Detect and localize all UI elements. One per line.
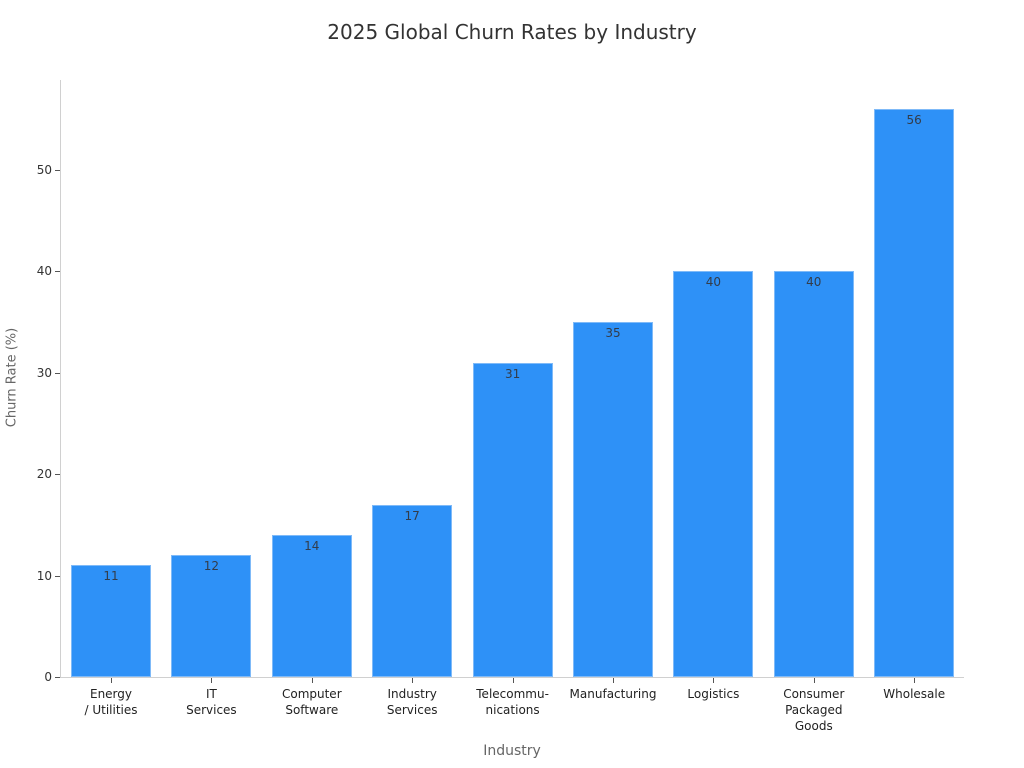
- bar-value-label: 11: [103, 569, 119, 584]
- bar: 14: [271, 535, 352, 677]
- x-tick-mark: [713, 678, 715, 683]
- bar-value-label: 40: [806, 275, 822, 290]
- x-tick-mark: [914, 678, 916, 683]
- y-tick-label: 50: [36, 163, 52, 177]
- x-tick-label: Industry Services: [386, 687, 438, 717]
- y-tick-mark: [55, 575, 60, 577]
- y-tick: 50: [0, 163, 62, 184]
- y-axis-line: [60, 80, 61, 677]
- bar: 56: [874, 109, 955, 677]
- y-tick-mark: [55, 170, 60, 171]
- y-tick: 20: [0, 467, 62, 488]
- x-tick-label: Telecommu- nications: [476, 687, 549, 717]
- y-tick-mark: [55, 474, 60, 476]
- x-tick-label: Logistics: [687, 687, 740, 701]
- y-axis-label: Churn Rate (%): [4, 327, 20, 428]
- x-tick-label: Consumer Packaged Goods: [783, 687, 845, 733]
- bar: 17: [372, 504, 453, 677]
- bar: 31: [472, 362, 553, 677]
- x-tick-mark: [412, 678, 414, 683]
- bar: 40: [673, 271, 754, 677]
- bar: 40: [773, 271, 854, 677]
- y-tick: 10: [0, 569, 62, 590]
- y-tick-label: 0: [44, 670, 52, 684]
- x-tick-label: Computer Software: [281, 687, 342, 717]
- y-tick: 40: [0, 264, 62, 285]
- x-tick-mark: [613, 678, 614, 683]
- x-tick-mark: [311, 678, 313, 683]
- y-tick-label: 30: [36, 365, 52, 380]
- y-tick-label: 10: [36, 568, 52, 583]
- x-tick-label: Wholesale: [883, 687, 946, 701]
- chart-title: 2025 Global Churn Rates by Industry: [327, 20, 697, 44]
- bar: 12: [171, 555, 252, 677]
- x-tick-mark: [111, 678, 112, 683]
- bar-value-label: 40: [705, 275, 722, 290]
- x-axis-label: Industry: [483, 743, 541, 759]
- x-tick-label: Manufacturing: [569, 687, 657, 701]
- y-tick: 30: [0, 366, 62, 387]
- y-tick-label: 20: [36, 467, 52, 482]
- x-axis-line: [60, 677, 964, 678]
- x-tick-mark: [813, 678, 815, 683]
- y-tick-label: 40: [36, 264, 52, 279]
- x-tick-label: Energy / Utilities: [84, 687, 138, 717]
- y-tick-mark: [55, 271, 60, 273]
- y-tick-mark: [55, 677, 60, 678]
- bar-value-label: 12: [203, 559, 220, 574]
- x-tick-mark: [512, 678, 514, 683]
- bar-value-label: 35: [605, 326, 621, 341]
- bar: 11: [71, 565, 151, 677]
- y-tick: 0: [0, 670, 62, 691]
- x-tick-mark: [211, 678, 213, 683]
- bar: 35: [573, 322, 653, 677]
- bar-value-label: 31: [504, 366, 521, 381]
- x-tick-label: IT Services: [186, 687, 237, 717]
- bar-value-label: 17: [404, 508, 420, 523]
- bar-value-label: 56: [906, 113, 922, 128]
- y-tick-mark: [55, 372, 60, 374]
- bar-value-label: 14: [304, 539, 320, 554]
